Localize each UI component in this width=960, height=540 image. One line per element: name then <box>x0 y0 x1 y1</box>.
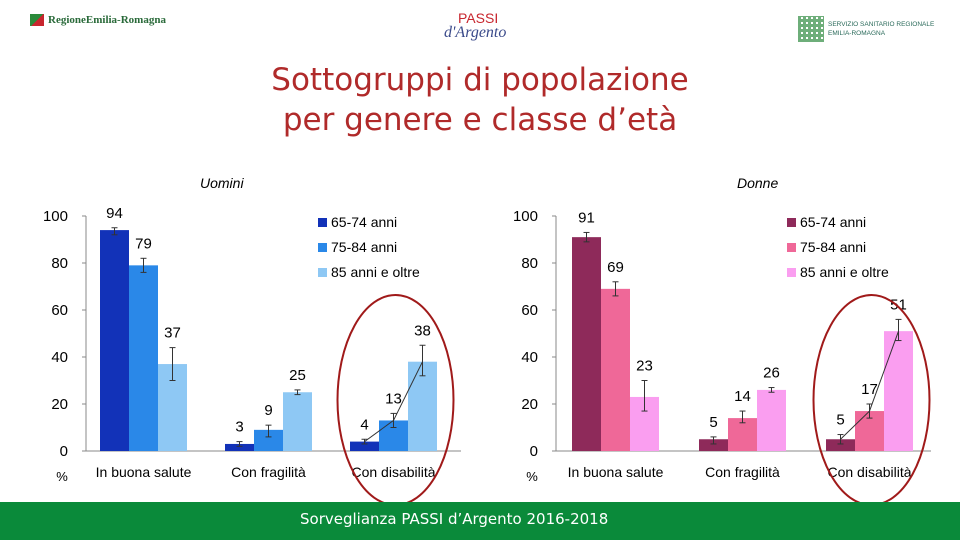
uomini-category-label: Con disabilità <box>351 464 435 480</box>
panel-title-donne: Donne <box>737 175 779 191</box>
footer-text: Sorveglianza PASSI d’Argento 2016-2018 <box>300 510 609 528</box>
donne-data-label: 51 <box>890 296 907 313</box>
donne-bar <box>728 418 757 451</box>
uomini-data-label: 94 <box>106 205 123 222</box>
ssr-logo: SERVIZIO SANITARIO REGIONALE EMILIA-ROMA… <box>798 16 938 42</box>
donne-bar <box>757 389 786 451</box>
uomini-data-label: 79 <box>135 235 152 252</box>
donne-y-tick-label: 60 <box>521 302 538 319</box>
donne-bar <box>572 237 601 451</box>
uomini-bar <box>225 443 254 451</box>
ssr-grid-icon <box>798 16 824 42</box>
donne-bar <box>826 439 855 451</box>
uomini-trend-line <box>364 361 423 443</box>
donne-category-label: In buona salute <box>568 464 664 480</box>
footer-bar: Sorveglianza PASSI d’Argento 2016-2018 <box>0 502 960 540</box>
uomini-y-tick-label: 60 <box>51 302 68 319</box>
page-title: Sottogruppi di popolazione per genere e … <box>271 62 689 138</box>
uomini-bar <box>350 441 379 451</box>
passi-argento-logo: PASSI d'Argento <box>444 10 507 41</box>
uomini-legend-label: 65-74 anni <box>331 214 397 230</box>
donne-legend-label: 85 anni e oltre <box>800 264 889 280</box>
donne-y-tick-label: 0 <box>530 443 538 460</box>
uomini-y-tick-label: 40 <box>51 349 68 366</box>
uomini-data-label: 9 <box>264 402 272 419</box>
uomini-y-unit: % <box>56 469 68 484</box>
donne-data-label: 5 <box>709 414 717 431</box>
regione-logo-text: RegioneEmilia-Romagna <box>48 14 166 26</box>
uomini-legend-swatch <box>318 243 327 252</box>
uomini-bar <box>254 429 283 451</box>
donne-legend-label: 65-74 anni <box>800 214 866 230</box>
flag-icon <box>30 14 44 26</box>
donne-legend-swatch <box>787 243 796 252</box>
donne-y-unit: % <box>526 469 538 484</box>
donne-y-tick-label: 100 <box>513 208 538 225</box>
uomini-legend-label: 85 anni e oltre <box>331 264 420 280</box>
uomini-bar <box>100 230 129 451</box>
uomini-data-label: 3 <box>235 419 243 436</box>
donne-data-label: 17 <box>861 381 878 398</box>
donne-data-label: 23 <box>636 358 653 375</box>
donne-category-label: Con fragilità <box>705 464 780 480</box>
uomini-bar <box>408 361 437 451</box>
uomini-y-tick-label: 20 <box>51 396 68 413</box>
donne-y-tick-label: 20 <box>521 396 538 413</box>
donne-legend-swatch <box>787 268 796 277</box>
uomini-y-tick-label: 80 <box>51 255 68 272</box>
uomini-y-tick-label: 0 <box>60 443 68 460</box>
donne-y-tick-label: 40 <box>521 349 538 366</box>
donne-data-label: 69 <box>607 259 624 276</box>
donne-data-label: 14 <box>734 388 751 405</box>
uomini-legend-label: 75-84 anni <box>331 239 397 255</box>
uomini-data-label: 13 <box>385 390 402 407</box>
donne-bar <box>699 439 728 451</box>
donne-data-label: 5 <box>836 412 844 429</box>
donne-data-label: 91 <box>578 209 595 226</box>
uomini-y-tick-label: 100 <box>43 208 68 225</box>
uomini-category-label: In buona salute <box>96 464 192 480</box>
donne-data-label: 26 <box>763 365 780 382</box>
uomini-data-label: 38 <box>414 322 431 339</box>
panel-title-uomini: Uomini <box>200 175 244 191</box>
donne-trend-line <box>840 330 899 440</box>
donne-legend-label: 75-84 anni <box>800 239 866 255</box>
donne-legend-swatch <box>787 218 796 227</box>
donne-bar <box>601 288 630 451</box>
donne-bar <box>884 331 913 451</box>
regione-logo: RegioneEmilia-Romagna <box>30 14 166 26</box>
uomini-data-label: 25 <box>289 367 306 384</box>
uomini-data-label: 4 <box>360 416 368 433</box>
uomini-bar <box>283 392 312 451</box>
uomini-legend-swatch <box>318 218 327 227</box>
uomini-bar <box>129 265 158 451</box>
uomini-data-label: 37 <box>164 325 181 342</box>
uomini-legend-swatch <box>318 268 327 277</box>
donne-category-label: Con disabilità <box>827 464 911 480</box>
donne-y-tick-label: 80 <box>521 255 538 272</box>
uomini-category-label: Con fragilità <box>231 464 306 480</box>
